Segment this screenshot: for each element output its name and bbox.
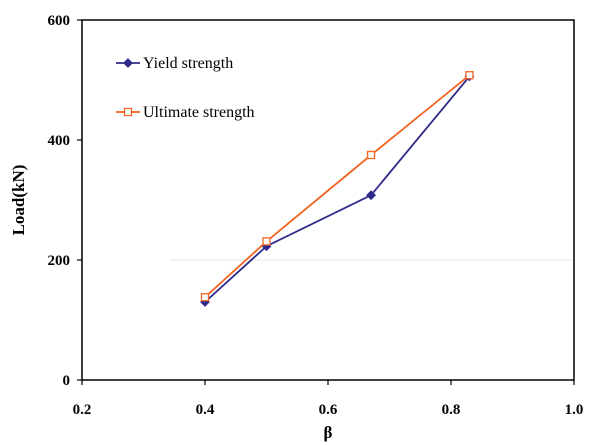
series-line [204, 74, 471, 298]
y-tick-label: 600 [48, 13, 71, 29]
x-tick-label: 0.2 [73, 402, 92, 418]
series-line [204, 75, 471, 303]
data-point [366, 190, 376, 201]
data-point [200, 293, 210, 302]
data-point [262, 237, 271, 246]
series-1 [200, 71, 474, 302]
x-axis-title: β [324, 423, 333, 442]
y-tick-label: 400 [48, 133, 71, 149]
legend-swatch-marker [123, 107, 133, 117]
legend-item-0: Yield strength [116, 55, 233, 72]
legend-item-1: Ultimate strength [116, 104, 255, 121]
plot-frame [81, 19, 575, 381]
x-tick-label: 0.4 [196, 402, 215, 418]
y-axis-title: Load(kN) [9, 165, 28, 236]
y-tick-label: 200 [48, 253, 71, 269]
x-tick-label: 0.6 [319, 402, 338, 418]
x-tick-label: 1.0 [565, 402, 584, 418]
x-tick-label: 0.8 [442, 402, 461, 418]
legend-label: Ultimate strength [143, 104, 255, 121]
legend-label: Yield strength [143, 55, 233, 72]
data-point [465, 71, 474, 80]
data-point [366, 150, 376, 160]
legend-swatch-marker [123, 58, 133, 68]
y-tick-label: 0 [63, 373, 71, 389]
